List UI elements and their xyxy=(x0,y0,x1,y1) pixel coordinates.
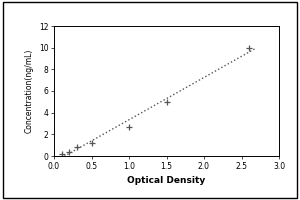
X-axis label: Optical Density: Optical Density xyxy=(128,176,206,185)
Y-axis label: Concentration(ng/mL): Concentration(ng/mL) xyxy=(24,49,33,133)
